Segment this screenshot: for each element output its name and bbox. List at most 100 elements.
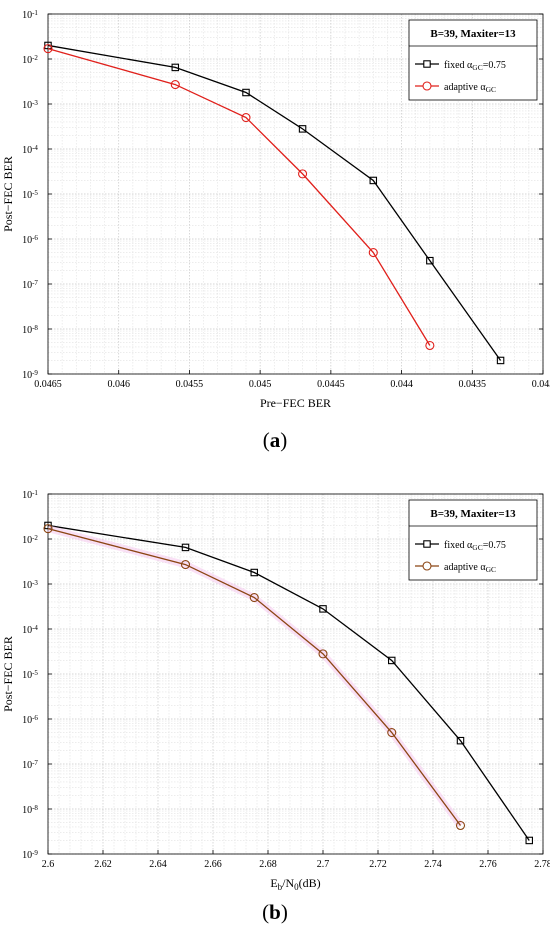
chart-b-data-point-square (525, 836, 533, 845)
chart-a-legend-label-part: adaptive α (444, 82, 486, 93)
chart-a-y-tick-exponent: -2 (32, 54, 38, 62)
chart-b-y-tick-exponent: -7 (32, 759, 38, 767)
chart-b-y-axis-label: Post−FEC BER (1, 636, 15, 712)
chart-a-y-tick-base: 10 (22, 55, 32, 66)
caption-a-label: a (269, 428, 281, 452)
chart-b-series-adaptive (43, 524, 466, 831)
chart-b-y-tick-label: 10-8 (22, 804, 38, 816)
chart-b-legend-label-part: fixed α (444, 540, 473, 551)
chart-a-y-tick-exponent: -9 (32, 369, 38, 377)
chart-b-y-tick-base: 10 (22, 490, 32, 501)
chart-b-x-axis-label-part: /N (282, 876, 294, 890)
chart-a-y-tick-base: 10 (22, 10, 32, 21)
chart-b-y-tick-label: 10-2 (22, 534, 38, 546)
chart-b-x-tick-label: 2.66 (204, 859, 222, 870)
chart-b-legend-label: adaptive αGC (444, 562, 496, 574)
chart-a-series-line (47, 44, 502, 361)
chart-b-legend-title: B=39, Maxiter=13 (430, 508, 516, 520)
chart-a-legend-label-part: =0.75 (483, 60, 506, 71)
chart-a-x-tick-label: 0.0445 (317, 379, 345, 390)
chart-a-y-tick-exponent: -8 (32, 324, 38, 332)
chart-a-data-point-circle (425, 340, 435, 351)
chart-b-data-point-square (456, 736, 465, 745)
chart-b-legend-label-part: GC (472, 543, 482, 552)
caption-b: (b) (262, 900, 288, 924)
chart-a-y-tick-base: 10 (22, 370, 32, 381)
chart-a-data-point-square (171, 63, 180, 72)
chart-b-y-tick-base: 10 (22, 760, 32, 771)
chart-a-y-tick-base: 10 (22, 145, 32, 156)
chart-b-x-tick-label: 2.76 (479, 859, 497, 870)
chart-b-y-tick-base: 10 (22, 715, 32, 726)
chart-a-y-ticks: 10-910-810-710-610-510-410-310-210-1 (22, 9, 543, 381)
chart-b-y-tick-label: 10-1 (22, 489, 38, 501)
chart-b-y-tick-exponent: -4 (32, 624, 38, 632)
chart-b-x-tick-label: 2.62 (94, 859, 112, 870)
chart-panel-b: 10-9 10-8 10-7 10-6 10-5 10-4 10-3 10-2 10-1 2.6 2… (0, 480, 550, 937)
chart-b-x-tick-label: 2.7 (317, 859, 330, 870)
chart-b-data-point-circle (43, 524, 53, 534)
chart-a-y-tick-label: 10-7 (22, 279, 38, 291)
chart-b-x-axis-label-part: 0 (294, 882, 299, 892)
chart-b-data-point-circle (318, 649, 328, 659)
chart-b-x-tick-label: 2.78 (534, 859, 550, 870)
chart-b-data-point-square (319, 605, 327, 613)
chart-a-data-point-circle (43, 44, 53, 54)
chart-a-data-point-square (496, 356, 505, 365)
chart-a-series-adaptive (43, 44, 435, 351)
chart-a-y-tick-label: 10-3 (22, 99, 38, 111)
chart-a-data-point-circle (298, 169, 308, 179)
chart-a-legend-label: adaptive αGC (444, 82, 496, 94)
chart-a-x-tick-label: 0.0465 (34, 379, 62, 390)
chart-b-x-axis-label: Eb/N0(dB) (270, 876, 320, 892)
chart-b-x-tick-label: 2.68 (259, 859, 277, 870)
chart-a-y-tick-base: 10 (22, 100, 32, 111)
chart-a-y-tick-base: 10 (22, 325, 32, 336)
chart-a-y-tick-exponent: -4 (32, 144, 38, 152)
chart-b-y-tick-base: 10 (22, 850, 32, 861)
chart-b-x-tick-label: 2.72 (369, 859, 387, 870)
chart-b-legend-marker-circle (422, 561, 432, 571)
chart-b-y-ticks: 10-910-810-710-610-510-410-310-210-1 (22, 489, 543, 861)
chart-a-legend-label-part: fixed α (444, 60, 473, 71)
chart-a-y-axis-label: Post−FEC BER (1, 156, 15, 232)
chart-a-x-tick-label: 0.043 (532, 379, 550, 390)
chart-a-data-point-square (369, 176, 378, 185)
chart-b-legend-label-part: =0.75 (483, 540, 506, 551)
chart-b-svg: 10-910-810-710-610-510-410-310-210-12.6 2… (1, 489, 550, 892)
chart-a-data-point-circle (241, 112, 251, 123)
chart-a-legend-marker-circle (422, 81, 432, 91)
chart-panel-a: 10-9 10-8 10-7 10-6 10-5 10-4 10-3 10-2 10-1 0.04… (0, 0, 550, 468)
chart-b-data-point-circle (455, 820, 466, 831)
chart-b-x-axis-label-part: E (270, 876, 277, 890)
chart-a-y-tick-label: 10-2 (22, 54, 38, 66)
chart-b-y-tick-base: 10 (22, 580, 32, 591)
chart-b-legend-marker-square (423, 540, 431, 548)
chart-a-data-point-square (298, 125, 307, 133)
chart-b-y-tick-base: 10 (22, 670, 32, 681)
chart-b-y-tick-exponent: -3 (32, 579, 38, 587)
chart-b-y-tick-exponent: -2 (32, 534, 38, 542)
chart-a-y-tick-base: 10 (22, 280, 32, 291)
chart-b-data-point-square (250, 568, 259, 577)
chart-a-data-point-square (426, 256, 434, 265)
chart-b-x-ticks: 2.6 2.62 2.64 2.66 2.68 2.7 2.72 2.74 2.76 2.78 (42, 850, 550, 870)
chart-b-series-line (47, 524, 530, 841)
chart-b-y-tick-exponent: -9 (32, 849, 38, 857)
chart-b-y-tick-label: 10-5 (22, 669, 38, 681)
chart-b-y-tick-label: 10-3 (22, 579, 38, 591)
chart-b-x-tick-label: 2.64 (149, 859, 167, 870)
chart-b-y-tick-base: 10 (22, 805, 32, 816)
chart-b-data-point-circle (387, 727, 397, 738)
chart-b-y-tick-exponent: -1 (32, 489, 38, 497)
chart-a-y-tick-exponent: -6 (32, 234, 38, 242)
chart-a-legend-label-part: GC (472, 63, 482, 72)
chart-b-data-point-circle (180, 560, 191, 570)
chart-b-y-tick-exponent: -5 (32, 669, 38, 677)
chart-b-x-tick-label: 2.6 (42, 859, 55, 870)
chart-b-y-tick-base: 10 (22, 625, 32, 636)
chart-b-y-tick-base: 10 (22, 535, 32, 546)
chart-a-data-point-circle (368, 247, 378, 258)
chart-a-x-tick-label: 0.046 (107, 379, 130, 390)
